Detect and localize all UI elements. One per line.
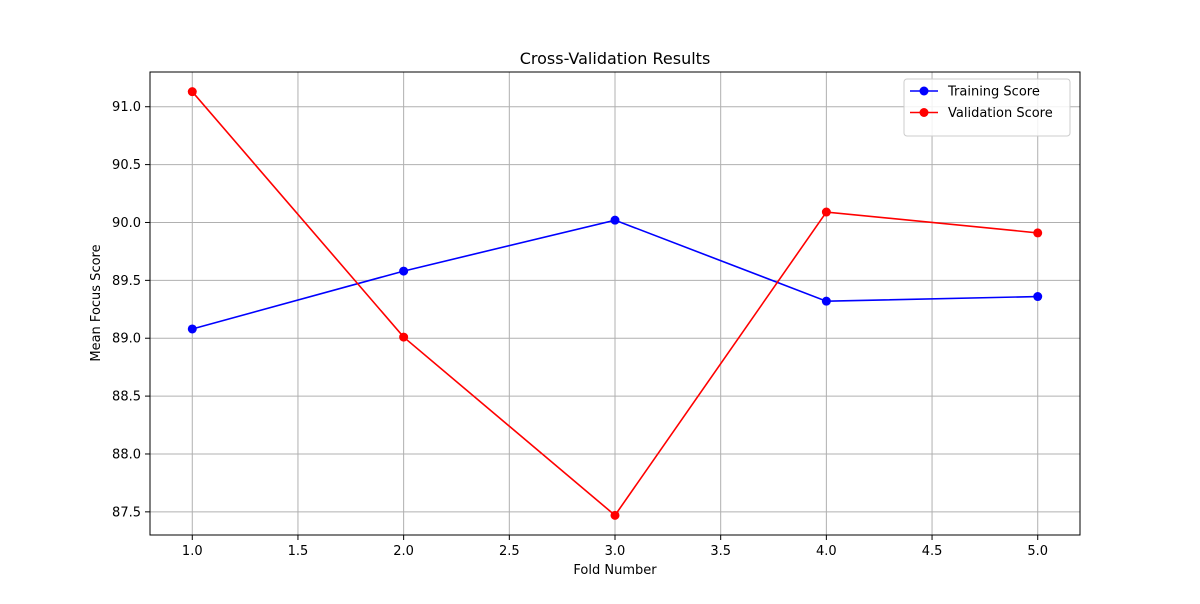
x-tick-label: 4.0 (816, 544, 837, 559)
x-tick-label: 3.5 (710, 544, 731, 559)
y-axis-label: Mean Focus Score (89, 244, 104, 361)
data-point (187, 324, 197, 334)
data-point (187, 87, 197, 97)
legend-item: Validation Score (910, 106, 1053, 121)
legend-label: Training Score (947, 85, 1040, 100)
x-tick-label: 1.0 (182, 544, 203, 559)
x-tick-label: 4.5 (922, 544, 943, 559)
x-tick-label: 2.5 (499, 544, 520, 559)
data-point (610, 215, 620, 225)
chart-title: Cross-Validation Results (520, 49, 711, 68)
x-tick-label: 3.0 (605, 544, 626, 559)
legend-marker (919, 86, 929, 96)
data-point (821, 207, 831, 217)
y-tick-label: 88.5 (112, 390, 141, 405)
y-tick-label: 91.0 (112, 100, 141, 115)
series-layer (187, 87, 1043, 520)
legend-label: Validation Score (948, 106, 1053, 121)
legend-item: Training Score (910, 85, 1040, 100)
y-tick-label: 89.0 (112, 332, 141, 347)
y-tick-label: 88.0 (112, 447, 141, 462)
x-axis-label: Fold Number (573, 563, 657, 578)
legend-marker (919, 108, 929, 117)
data-point (399, 266, 409, 276)
x-axis: 1.0 1.5 2.0 2.5 3.0 3.5 4.0 4.5 5.0 (182, 535, 1048, 559)
data-point (610, 510, 620, 520)
y-tick-label: 89.5 (112, 274, 141, 289)
legend: Training Score Validation Score (903, 78, 1071, 137)
series-0 (187, 215, 1043, 334)
data-point (1033, 228, 1043, 238)
data-point (399, 332, 409, 342)
x-tick-label: 5.0 (1027, 544, 1048, 559)
x-tick-label: 1.5 (288, 544, 309, 559)
x-tick-label: 2.0 (393, 544, 414, 559)
y-axis: 87.5 88.0 88.5 89.0 89.5 90.0 90.5 91.0 (112, 100, 150, 520)
data-point (821, 296, 831, 306)
y-tick-label: 87.5 (112, 505, 141, 520)
legend-box (903, 78, 1071, 137)
y-tick-label: 90.0 (112, 216, 141, 231)
series-1 (187, 87, 1043, 520)
data-point (1033, 292, 1043, 302)
y-tick-label: 90.5 (112, 158, 141, 173)
